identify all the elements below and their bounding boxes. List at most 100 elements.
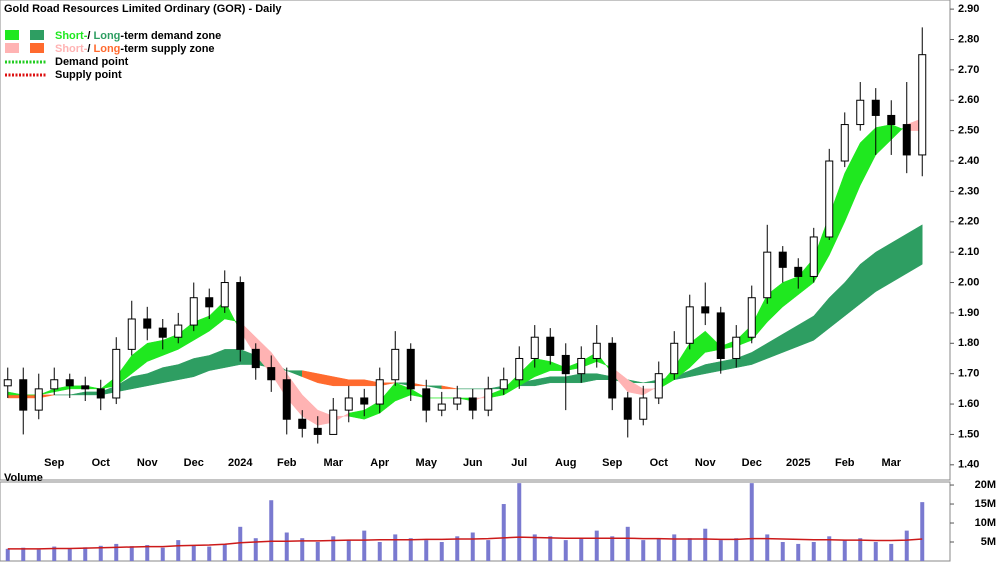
candle-body [577,357,586,375]
y-tick-label: 1.40 [958,459,979,471]
chart-title: Gold Road Resources Limited Ordinary (GO… [4,3,282,15]
volume-bar [284,532,289,561]
y-tick-label: 2.30 [958,185,979,197]
zone-segment [224,349,241,368]
volume-bar [36,549,41,561]
candle-body [840,124,849,162]
y-tick-label: 2.40 [958,155,979,167]
candle-body [499,379,508,390]
volume-bar [362,530,367,561]
x-tick-label: 2025 [786,457,810,469]
candle-body [484,388,493,411]
volume-bar [827,536,832,561]
candle-body [112,348,121,399]
volume-bar [470,532,475,561]
candle-body [825,160,834,238]
x-tick-label: Jun [463,457,483,469]
x-tick-label: Feb [835,457,855,469]
x-tick-label: Dec [742,457,762,469]
y-tick-label: 2.50 [958,125,979,137]
candle-body [267,367,276,381]
candles [3,27,927,444]
volume-bar [873,542,878,561]
candle-body [763,251,772,299]
volume-bar [734,538,739,561]
volume-bar [625,526,630,561]
x-tick-label: Aug [555,457,576,469]
volume-bar [703,528,708,561]
legend-entry: Demand point [55,56,129,68]
y-tick-label: 2.80 [958,33,979,45]
y-tick-label: 2.90 [958,3,979,15]
volume-bars [5,483,925,561]
volume-bar [904,530,909,561]
x-tick-label: Sep [44,457,64,469]
candle-body [251,348,260,369]
legend-swatch [30,43,44,53]
zone-segment [550,376,566,384]
volume-bar [269,500,274,561]
volume-bar [858,538,863,561]
candle-body [918,54,927,156]
volume-bar [889,543,894,561]
volume-bar [67,548,72,561]
candle-body [515,357,524,381]
volume-bar [424,540,429,561]
volume-bar [145,545,150,561]
legend-text: / [87,43,93,55]
legend-swatch [5,30,19,40]
candle-body [313,427,322,435]
volume-bar [532,534,537,561]
candle-body [856,99,865,126]
y-tick-label: 1.50 [958,428,979,440]
volume-bar [780,542,785,561]
legend-text: / [87,30,93,42]
legend-text: Long [94,43,121,55]
volume-bar [687,538,692,561]
volume-bar [83,547,88,561]
candle-body [871,99,880,116]
legend-entry: Short-/ Long-term demand zone [55,30,221,42]
legend-text: -term supply zone [120,43,214,55]
volume-bar [98,545,103,561]
candle-body [127,318,136,350]
legend-entry: Supply point [55,69,122,81]
volume-bar [765,534,770,561]
candle-body [623,397,632,420]
volume-bar [517,483,522,561]
candle-body [592,342,601,359]
candle-body [50,379,59,390]
candle-body [685,306,694,344]
candle-body [158,327,167,338]
x-tick-label: Mar [323,457,343,469]
candle-body [236,282,245,350]
y-tick-label: 15M [975,498,996,510]
candle-body [670,342,679,375]
volume-bar [842,540,847,561]
y-tick-label: 1.60 [958,398,979,410]
volume-bar [114,543,119,561]
volume-bar [796,543,801,561]
candle-body [174,324,183,338]
volume-bar [641,540,646,561]
y-tick-label: 2.20 [958,216,979,228]
volume-bar [656,538,661,561]
legend-text: -term demand zone [120,30,221,42]
y-tick-label: 10M [975,517,996,529]
volume-bar [238,526,243,561]
candle-body [406,348,415,390]
volume-bar [52,546,57,561]
x-tick-label: Nov [137,457,159,469]
candle-body [437,403,446,411]
candle-body [19,379,28,411]
y-tick-label: 2.10 [958,246,979,258]
x-tick-label: Oct [650,457,669,469]
x-tick-label: May [416,457,438,469]
volume-bar [920,502,925,561]
candle-body [205,297,214,308]
candle-body [298,418,307,429]
candle-body [329,409,338,435]
x-tick-label: Sep [602,457,622,469]
candle-body [189,297,198,326]
